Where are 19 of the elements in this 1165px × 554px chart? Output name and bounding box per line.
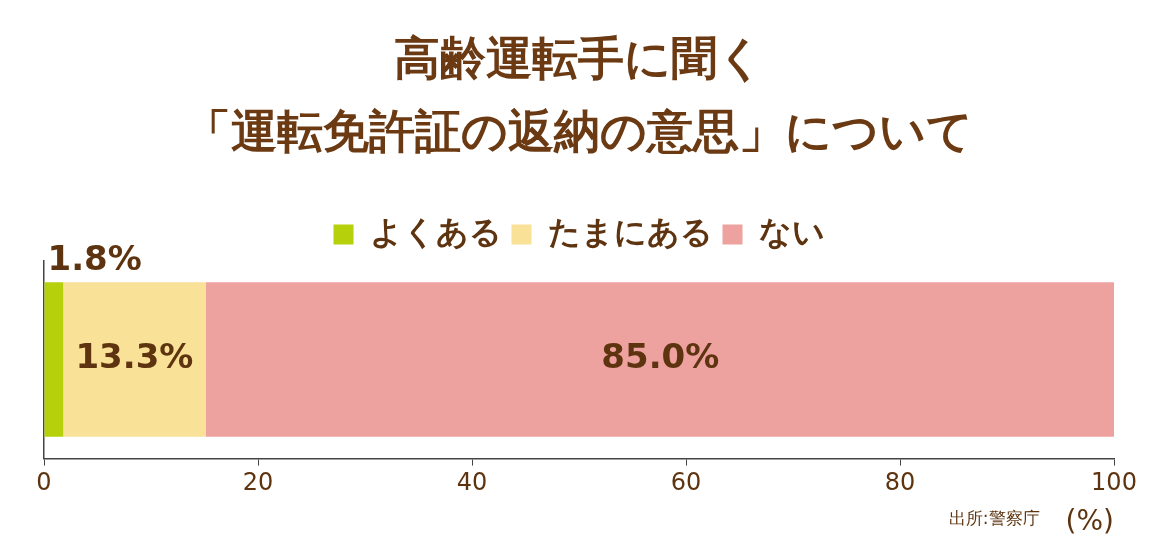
x-tick-label: 60 [670,468,702,497]
text: 出所:警察庁 [948,508,1040,529]
bar [44,282,64,437]
bar [63,282,206,437]
legend-label: たまにある [547,212,713,251]
x-tick-label: 40 [456,468,488,497]
x-tick-label: 0 [36,468,52,497]
x-tick-label: 100 [1091,468,1137,497]
data-label: 85.0% [601,336,720,377]
x-tick-label: 20 [242,468,274,497]
legend-label: ない [758,212,825,251]
x-axis-title: (%) [1065,504,1114,538]
bar [205,282,1114,437]
chart-subtitle: 「運転免許証の返納の意思」について [185,103,973,158]
x-tick-label: 80 [884,468,916,497]
data-label: 13.3% [75,336,194,377]
chart-title: 高齢運転手に聞く [394,30,764,85]
legend-label: よくある [369,212,502,251]
data-label: 1.8% [47,238,142,279]
